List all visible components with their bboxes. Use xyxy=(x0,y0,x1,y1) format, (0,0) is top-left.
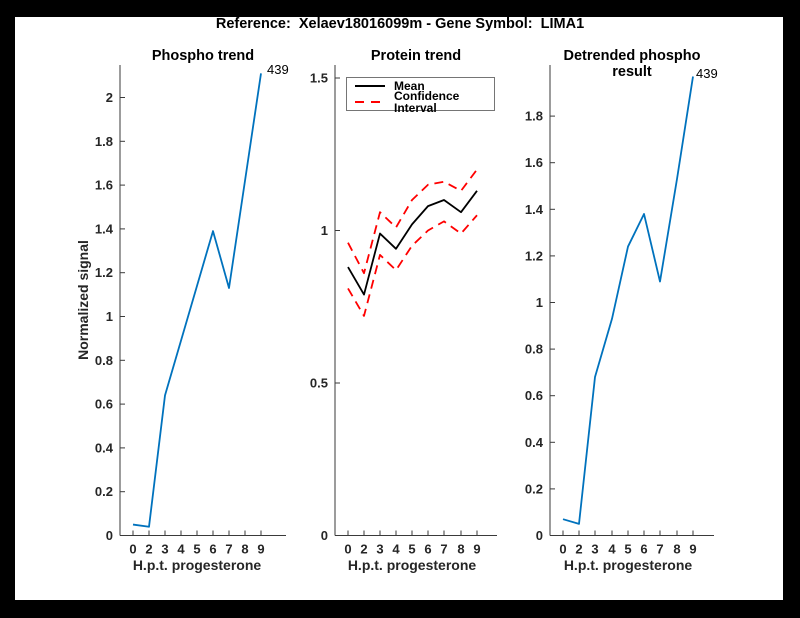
y-tick-label: 1.4 xyxy=(95,221,114,236)
y-tick-label: 1.2 xyxy=(525,248,543,263)
legend-entry-confidence-interval: Confidence Interval xyxy=(347,90,494,114)
series-line-mean xyxy=(347,190,478,296)
x-tick-label: 7 xyxy=(440,542,447,557)
x-tick-label: 6 xyxy=(424,542,431,557)
figure-canvas xyxy=(15,17,783,600)
series-line-detrended-phospho-signal xyxy=(562,76,694,525)
y-tick-label: 0.4 xyxy=(525,435,544,450)
y-tick-label: 0.2 xyxy=(525,481,543,496)
y-tick-label: 1 xyxy=(106,309,113,324)
x-axis-label-chart1: H.p.t. progesterone xyxy=(132,557,262,573)
endpoint-annotation-chart3: 439 xyxy=(696,66,718,81)
chart-title-protein-trend: Protein trend xyxy=(370,48,462,64)
legend-mean-label: Mean xyxy=(394,79,425,94)
y-tick-label: 0.5 xyxy=(310,376,328,391)
y-tick-label: 0 xyxy=(106,528,113,543)
x-tick-label: 8 xyxy=(457,542,464,557)
legend-ci-label: Confidence Interval xyxy=(394,88,460,115)
y-tick-label: 1.5 xyxy=(310,71,328,86)
chart-title-phospho-trend: Phospho trend xyxy=(151,48,255,64)
y-tick-label: 2 xyxy=(106,90,113,105)
chart-title-detrended-phospho: Detrended phospho result xyxy=(563,48,701,80)
x-tick-label: 8 xyxy=(673,542,680,557)
y-tick-label: 1.8 xyxy=(525,109,543,124)
y-tick-label: 0 xyxy=(536,528,543,543)
x-tick-label: 4 xyxy=(177,542,185,557)
legend-entry-mean: Mean xyxy=(347,79,494,93)
x-tick-label: 2 xyxy=(145,542,152,557)
x-axis-label-chart2: H.p.t. progesterone xyxy=(347,557,477,573)
x-tick-label: 9 xyxy=(257,542,264,557)
x-tick-label: 4 xyxy=(608,542,616,557)
x-tick-label: 7 xyxy=(225,542,232,557)
y-tick-label: 0.8 xyxy=(525,342,543,357)
legend-box: Mean Confidence Interval xyxy=(346,77,495,114)
x-tick-label: 4 xyxy=(392,542,400,557)
x-tick-label: 0 xyxy=(344,542,351,557)
x-tick-label: 6 xyxy=(209,542,216,557)
y-tick-label: 0.2 xyxy=(95,484,113,499)
series-line-ci-upper xyxy=(347,168,478,275)
x-tick-label: 6 xyxy=(640,542,647,557)
x-tick-label: 8 xyxy=(241,542,248,557)
y-tick-label: 1 xyxy=(536,295,543,310)
x-tick-label: 0 xyxy=(129,542,136,557)
x-tick-label: 2 xyxy=(360,542,367,557)
y-tick-label: 0 xyxy=(321,528,328,543)
figure-title: Reference: Xelaev18016099m - Gene Symbol… xyxy=(215,16,585,32)
series-line-ci-lower xyxy=(347,214,478,317)
x-tick-label: 3 xyxy=(591,542,598,557)
y-tick-label: 0.8 xyxy=(95,353,113,368)
endpoint-annotation-chart1: 439 xyxy=(267,62,289,77)
y-tick-label: 1.8 xyxy=(95,134,113,149)
x-tick-label: 2 xyxy=(575,542,582,557)
y-axis-label-normalized-signal: Normalized signal xyxy=(75,240,91,360)
x-tick-label: 5 xyxy=(624,542,631,557)
x-tick-label: 5 xyxy=(193,542,200,557)
x-tick-label: 0 xyxy=(559,542,566,557)
y-tick-label: 1.6 xyxy=(525,155,543,170)
y-tick-label: 0.6 xyxy=(95,397,113,412)
x-tick-label: 9 xyxy=(473,542,480,557)
x-tick-label: 3 xyxy=(161,542,168,557)
x-tick-label: 9 xyxy=(689,542,696,557)
y-tick-label: 1.2 xyxy=(95,265,113,280)
y-tick-label: 1.4 xyxy=(525,202,544,217)
series-line-phospho-signal xyxy=(132,73,262,528)
x-axis-label-chart3: H.p.t. progesterone xyxy=(563,557,693,573)
x-tick-label: 7 xyxy=(656,542,663,557)
y-tick-label: 1.6 xyxy=(95,178,113,193)
legend-ci-line-sample xyxy=(355,100,385,103)
y-tick-label: 1 xyxy=(321,223,328,238)
y-tick-label: 0.6 xyxy=(525,388,543,403)
x-tick-label: 5 xyxy=(408,542,415,557)
y-tick-label: 0.4 xyxy=(95,440,114,455)
x-tick-label: 3 xyxy=(376,542,383,557)
legend-mean-line-sample xyxy=(355,85,385,88)
